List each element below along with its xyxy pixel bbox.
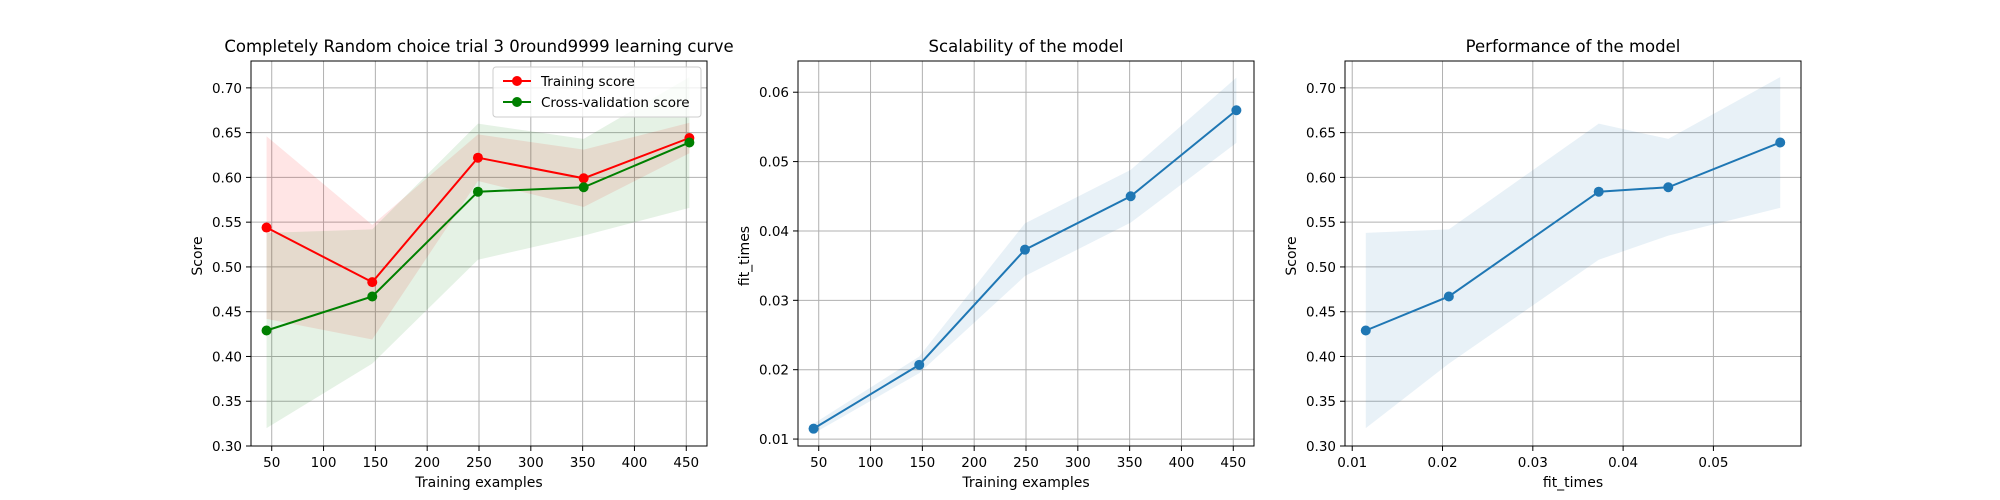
x-axis-label: Training examples [414,475,542,491]
std-band [813,77,1237,434]
y-axis-label: Score [1284,236,1300,275]
y-tick-label: 0.70 [1306,81,1336,97]
y-tick-label: 0.45 [1306,305,1336,321]
y-tick-label: 0.40 [1306,349,1336,365]
x-tick-label: 0.05 [1698,455,1728,471]
x-tick-label: 0.04 [1608,455,1638,471]
y-tick-label: 0.40 [212,349,242,365]
x-tick-label: 50 [810,455,827,471]
y-tick-label: 0.55 [212,215,242,231]
data-point [1775,137,1786,148]
std-band [266,77,690,429]
data-point [578,182,589,193]
x-tick-label: 450 [673,455,699,471]
x-tick-label: 200 [961,455,987,471]
x-tick-label: 150 [909,455,935,471]
y-tick-label: 0.35 [1306,394,1336,410]
x-tick-label: 0.03 [1518,455,1548,471]
x-tick-label: 350 [570,455,596,471]
scalability-panel: Scalability of the model Training exampl… [737,37,1255,491]
y-tick-label: 0.60 [212,170,242,186]
grid [793,61,1254,451]
chart-title: Completely Random choice trial 3 0round9… [224,37,733,56]
y-axis-label: Score [190,236,206,275]
learning-curve-panel: Completely Random choice trial 3 0round9… [190,37,734,491]
y-tick-label: 0.65 [1306,126,1336,142]
data-point [1019,244,1030,255]
y-tick-label: 0.05 [759,155,789,171]
data-point [578,173,589,184]
y-tick-label: 0.65 [212,126,242,142]
data-point [261,222,272,233]
x-tick-label: 350 [1117,455,1143,471]
data-point [367,277,378,288]
chart-title: Performance of the model [1466,37,1681,56]
legend: Training score Cross-validation score [492,66,702,118]
data-point [472,152,483,163]
x-tick-label: 100 [311,455,337,471]
chart-title: Scalability of the model [929,37,1124,56]
data-point [1663,182,1674,193]
y-tick-label: 0.02 [759,363,789,379]
legend-marker [512,76,522,86]
y-tick-label: 0.30 [212,439,242,455]
y-tick-label: 0.45 [212,305,242,321]
y-axis-label: fit_times [737,226,753,286]
plot-frame [1344,60,1802,447]
y-tick-label: 0.04 [759,224,789,240]
plot-frame [250,60,708,447]
x-tick-label: 50 [263,455,280,471]
y-tick-label: 0.35 [212,394,242,410]
legend-box [492,66,702,118]
x-tick-label: 0.02 [1427,455,1457,471]
y-tick-label: 0.03 [759,293,789,309]
data-point [1125,191,1136,202]
y-tick-label: 0.50 [1306,260,1336,276]
legend-marker [512,97,522,107]
performance-panel: Performance of the model fit_times Score… [1284,37,1802,491]
x-tick-label: 250 [1013,455,1039,471]
y-tick-label: 0.06 [759,85,789,101]
x-tick-label: 300 [1065,455,1091,471]
y-tick-label: 0.70 [212,81,242,97]
x-axis-label: Training examples [961,475,1089,491]
plot-frame [797,60,1255,447]
y-tick-label: 0.30 [1306,439,1336,455]
grid [1340,61,1801,451]
x-axis-label: fit_times [1543,475,1603,491]
x-tick-label: 400 [622,455,648,471]
x-tick-label: 150 [362,455,388,471]
y-tick-label: 0.01 [759,432,789,448]
y-tick-label: 0.50 [212,260,242,276]
data-point [1360,325,1371,336]
legend-label: Cross-validation score [541,95,690,111]
x-tick-label: 0.01 [1337,455,1367,471]
y-tick-label: 0.60 [1306,170,1336,186]
std-band [1365,77,1781,429]
data-point [472,186,483,197]
grid [246,61,707,451]
data-point [808,423,819,434]
x-tick-label: 200 [414,455,440,471]
data-point [367,291,378,302]
data-point [261,325,272,336]
x-tick-label: 400 [1169,455,1195,471]
data-point [684,137,695,148]
data-point [1231,105,1242,116]
y-tick-label: 0.55 [1306,215,1336,231]
x-tick-label: 100 [858,455,884,471]
data-point [1443,291,1454,302]
data-point [1593,186,1604,197]
x-tick-label: 450 [1220,455,1246,471]
x-tick-label: 250 [466,455,492,471]
x-tick-label: 300 [518,455,544,471]
data-point [914,359,925,370]
legend-label: Training score [540,74,635,90]
